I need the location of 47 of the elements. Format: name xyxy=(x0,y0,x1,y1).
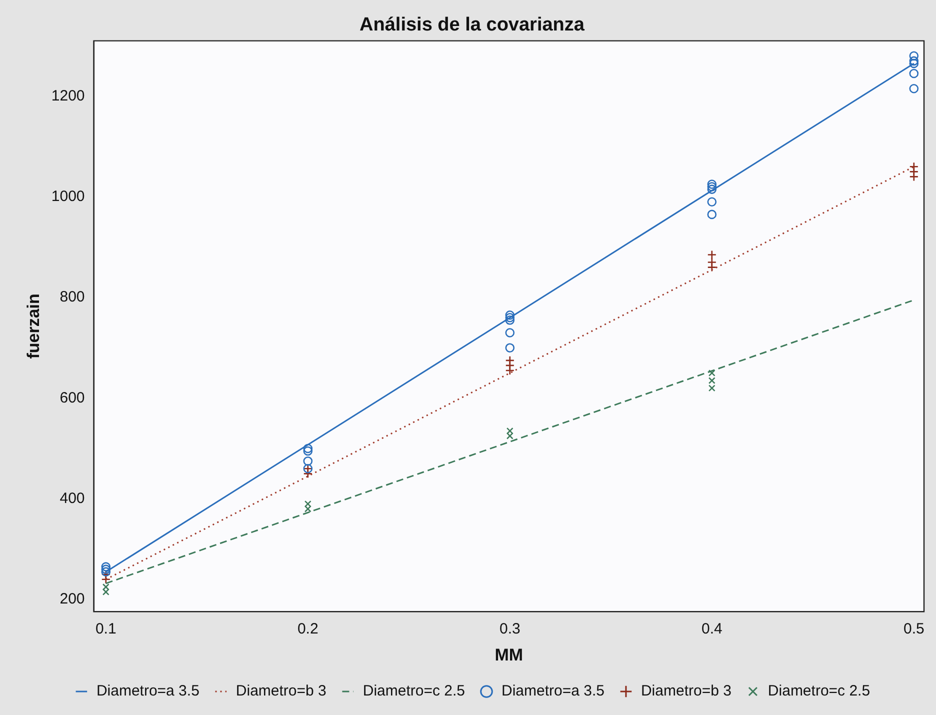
legend-label: Diametro=b 3 xyxy=(640,682,732,700)
point xyxy=(909,68,919,78)
point xyxy=(505,343,515,352)
point xyxy=(909,51,919,61)
point xyxy=(303,456,313,466)
point xyxy=(707,197,717,207)
point xyxy=(505,312,515,322)
y-tick-label: 800 xyxy=(60,288,85,306)
point xyxy=(101,574,111,584)
y-tick-label: 1200 xyxy=(51,87,85,104)
point xyxy=(101,567,111,576)
y-axis-title: fuerzain xyxy=(24,294,43,359)
x-tick-label: 0.4 xyxy=(701,620,722,638)
point xyxy=(909,58,919,68)
point xyxy=(101,564,111,574)
point xyxy=(303,444,313,454)
chart-title: Análisis de la covarianza xyxy=(360,14,585,36)
x-tick-label: 0.3 xyxy=(499,620,520,638)
legend-label: Diametro=c 2.5 xyxy=(362,682,466,700)
point xyxy=(505,328,515,338)
point xyxy=(909,84,919,94)
point xyxy=(505,310,515,320)
legend-label: Diametro=c 2.5 xyxy=(768,682,870,700)
point xyxy=(303,446,313,456)
x-axis-title: MM xyxy=(494,645,524,664)
y-tick-label: 1000 xyxy=(51,188,85,205)
point xyxy=(505,366,515,376)
legend-label: Diametro=a 3.5 xyxy=(96,682,200,700)
point xyxy=(303,469,313,478)
point xyxy=(707,250,717,260)
point xyxy=(909,172,919,182)
point xyxy=(101,562,111,572)
x-tick-label: 0.1 xyxy=(95,620,116,638)
point xyxy=(505,316,515,325)
x-tick-label: 0.5 xyxy=(903,620,924,638)
point xyxy=(707,184,717,194)
point xyxy=(707,182,717,192)
y-tick-label: 200 xyxy=(60,590,85,608)
x-tick-label: 0.2 xyxy=(297,620,318,638)
legend-label: Diametro=a 3.5 xyxy=(502,682,604,700)
y-tick-label: 400 xyxy=(60,490,85,507)
point xyxy=(707,180,717,189)
legend-label: Diametro=b 3 xyxy=(236,682,326,700)
point xyxy=(707,210,717,220)
point xyxy=(707,262,717,272)
point xyxy=(909,56,919,66)
y-tick-label: 600 xyxy=(60,389,85,406)
